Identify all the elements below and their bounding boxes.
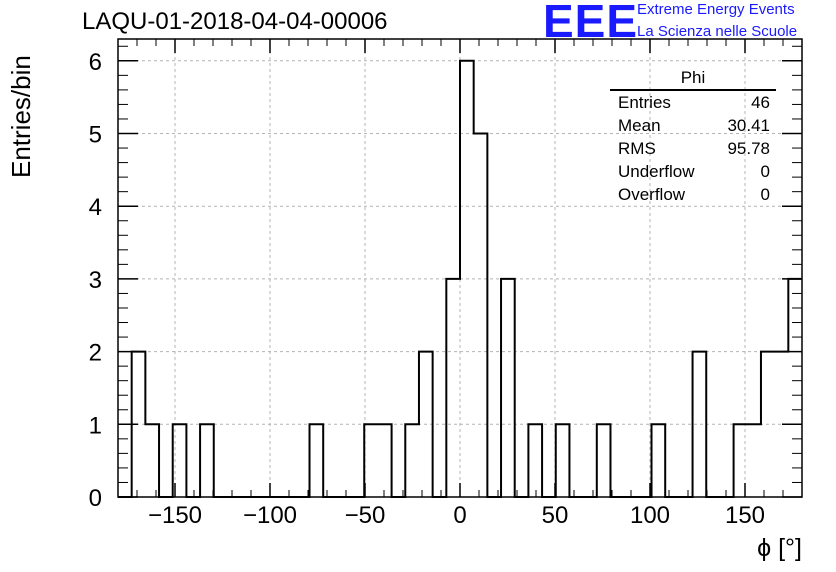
stats-label: Overflow — [618, 185, 686, 204]
y-tick-label: 4 — [89, 194, 102, 221]
histogram-bin — [597, 424, 611, 497]
histogram-bin — [501, 279, 515, 497]
histogram-bin — [200, 424, 214, 497]
stats-value: 30.41 — [727, 116, 770, 135]
histogram-bin — [556, 424, 570, 497]
stats-row-overflow: Overflow 0 — [610, 183, 776, 206]
logo-line-2: La Scienza nelle Scuole — [637, 23, 798, 40]
x-tick-label: 100 — [630, 502, 670, 529]
y-tick-label: 5 — [89, 122, 102, 149]
stats-row-entries: Entries 46 — [610, 91, 776, 114]
chart-title: LAQU-01-2018-04-04-00006 — [82, 8, 388, 35]
histogram-bin — [788, 279, 802, 497]
axis-ticks — [118, 39, 802, 498]
histogram-bin — [364, 424, 378, 497]
x-axis-label: ϕ [°] — [757, 534, 802, 562]
stats-value: 0 — [760, 162, 770, 181]
stats-row-rms: RMS 95.78 — [610, 137, 776, 160]
histogram-bin — [310, 424, 324, 497]
y-tick-label: 6 — [89, 49, 102, 76]
stats-value: 0 — [760, 185, 770, 204]
stats-label: Entries — [618, 93, 671, 112]
stats-row-underflow: Underflow 0 — [610, 160, 776, 183]
x-tick-label: 150 — [725, 502, 765, 529]
histogram-bin — [474, 134, 488, 497]
stats-row-mean: Mean 30.41 — [610, 114, 776, 137]
x-tick-label: −100 — [243, 502, 297, 529]
x-tick-label: 50 — [542, 502, 569, 529]
x-tick-label: −150 — [148, 502, 202, 529]
y-tick-label: 3 — [89, 267, 102, 294]
stats-value: 95.78 — [727, 139, 770, 158]
histogram-bin — [747, 424, 761, 497]
axis-tick-labels: −150 −100 −50 0 50 100 150 0 1 2 3 4 5 6 — [89, 49, 765, 529]
y-tick-label: 0 — [89, 485, 102, 512]
logo-line-1: Extreme Energy Events — [637, 1, 795, 18]
stats-box: Phi Entries 46 Mean 30.41 RMS 95.78 Unde… — [610, 68, 776, 206]
histogram-bin — [145, 424, 159, 497]
y-tick-label: 1 — [89, 412, 102, 439]
stats-title: Phi — [610, 68, 776, 91]
y-axis-label: Entries/bin — [6, 55, 36, 178]
stats-label: RMS — [618, 139, 656, 158]
histogram-bin — [378, 424, 392, 497]
stats-label: Mean — [618, 116, 661, 135]
histogram-bin — [405, 424, 419, 497]
histogram-bin — [652, 424, 666, 497]
stats-value: 46 — [751, 93, 770, 112]
histogram-bin — [528, 424, 542, 497]
histogram-bin — [446, 279, 460, 497]
x-tick-label: −50 — [345, 502, 386, 529]
eee-logo: EEE — [543, 0, 639, 47]
stats-label: Underflow — [618, 162, 695, 181]
y-tick-label: 2 — [89, 340, 102, 367]
x-tick-label: 0 — [453, 502, 466, 529]
